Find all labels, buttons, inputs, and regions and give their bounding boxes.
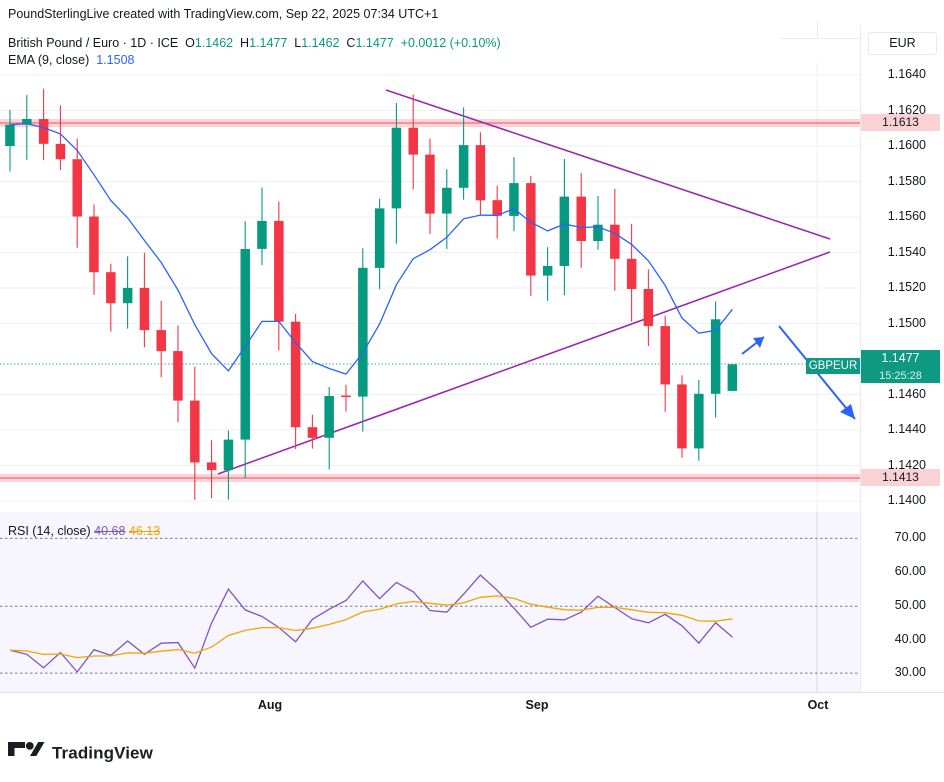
- svg-text:TradingView: TradingView: [52, 744, 154, 763]
